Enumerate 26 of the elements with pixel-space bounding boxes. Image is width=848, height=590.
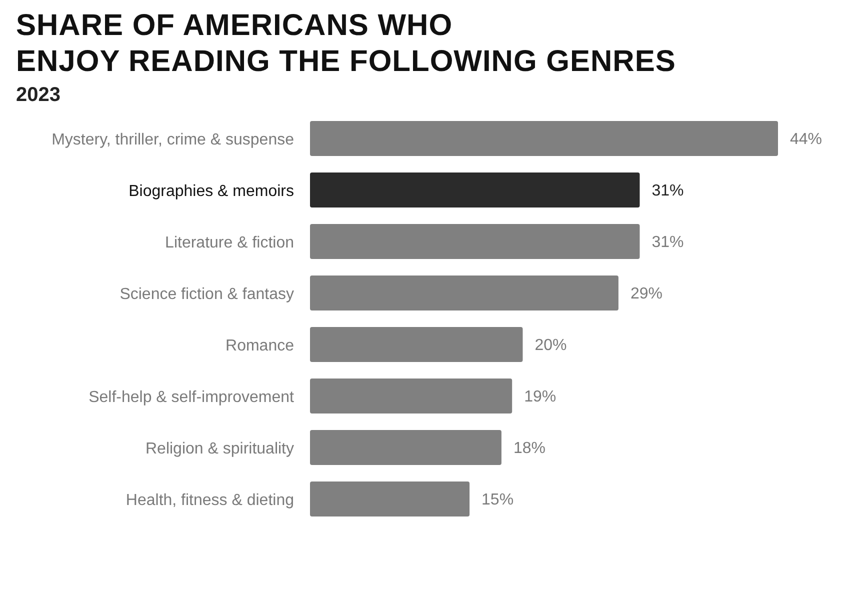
bar bbox=[310, 224, 640, 259]
bar bbox=[310, 121, 778, 156]
y-tick-label: Biographies & memoirs bbox=[128, 182, 294, 200]
y-tick-label: Romance bbox=[226, 337, 294, 354]
data-label: 18% bbox=[513, 440, 546, 458]
data-label: 29% bbox=[630, 286, 662, 303]
y-tick-label: Health, fitness & dieting bbox=[126, 492, 294, 509]
data-label: 15% bbox=[482, 492, 514, 509]
y-tick-label: Mystery, thriller, crime & suspense bbox=[52, 131, 294, 148]
data-label: 31% bbox=[652, 234, 684, 252]
y-tick-label: Religion & spirituality bbox=[145, 440, 294, 458]
y-tick-label: Literature & fiction bbox=[165, 234, 294, 252]
data-label: 20% bbox=[534, 337, 567, 354]
y-tick-label: Science fiction & fantasy bbox=[120, 286, 294, 303]
bar bbox=[310, 430, 502, 465]
bar bbox=[310, 327, 523, 362]
data-label: 19% bbox=[524, 388, 556, 406]
y-tick-label: Self-help & self-improvement bbox=[88, 388, 295, 406]
bar bbox=[310, 276, 618, 310]
bar bbox=[310, 172, 640, 208]
bar bbox=[310, 378, 512, 414]
data-label: 31% bbox=[652, 182, 684, 200]
bar bbox=[310, 482, 470, 516]
data-label: 44% bbox=[790, 131, 822, 148]
chart-title: SHARE OF AMERICANS WHO ENJOY READING THE FOLLOWING GENRES bbox=[16, 8, 677, 80]
text: 2023 bbox=[15, 84, 62, 107]
